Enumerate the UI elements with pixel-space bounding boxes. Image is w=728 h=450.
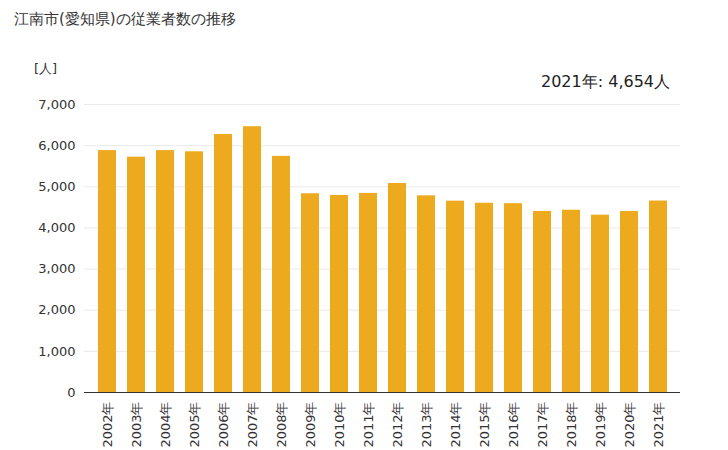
svg-text:2005年: 2005年	[187, 402, 202, 448]
svg-text:2018年: 2018年	[564, 402, 579, 448]
svg-text:2017年: 2017年	[535, 402, 550, 448]
svg-text:0: 0	[67, 385, 75, 400]
svg-text:2011年: 2011年	[361, 402, 376, 448]
svg-text:2006年: 2006年	[216, 402, 231, 448]
svg-text:2016年: 2016年	[506, 402, 521, 448]
svg-text:2002年: 2002年	[100, 402, 115, 448]
svg-text:2,000: 2,000	[38, 302, 75, 317]
html-text:江南市(愛知県)の従業者数の推移: 江南市(愛知県)の従業者数の推移	[14, 10, 236, 28]
svg-text:2019年: 2019年	[593, 402, 608, 448]
svg-text:5,000: 5,000	[38, 179, 75, 194]
svg-text:2010年: 2010年	[332, 402, 347, 448]
html-text:2021年: 4,654人: 2021年: 4,654人	[541, 72, 670, 91]
svg-text:2015年: 2015年	[477, 402, 492, 448]
svg-text:2013年: 2013年	[419, 402, 434, 448]
svg-text:2014年: 2014年	[448, 402, 463, 448]
svg-text:3,000: 3,000	[38, 261, 75, 276]
svg-text:1,000: 1,000	[38, 344, 75, 359]
svg-text:2021年: 2021年	[651, 402, 666, 448]
svg-text:6,000: 6,000	[38, 138, 75, 153]
svg-text:2007年: 2007年	[245, 402, 260, 448]
svg-text:2004年: 2004年	[158, 402, 173, 448]
svg-text:2008年: 2008年	[274, 402, 289, 448]
svg-text:2009年: 2009年	[303, 402, 318, 448]
svg-text:4,000: 4,000	[38, 220, 75, 235]
svg-text:2020年: 2020年	[622, 402, 637, 448]
svg-text:7,000: 7,000	[38, 97, 75, 112]
svg-text:2003年: 2003年	[129, 402, 144, 448]
svg-text:2012年: 2012年	[390, 402, 405, 448]
html-text:[人]: [人]	[34, 61, 58, 76]
